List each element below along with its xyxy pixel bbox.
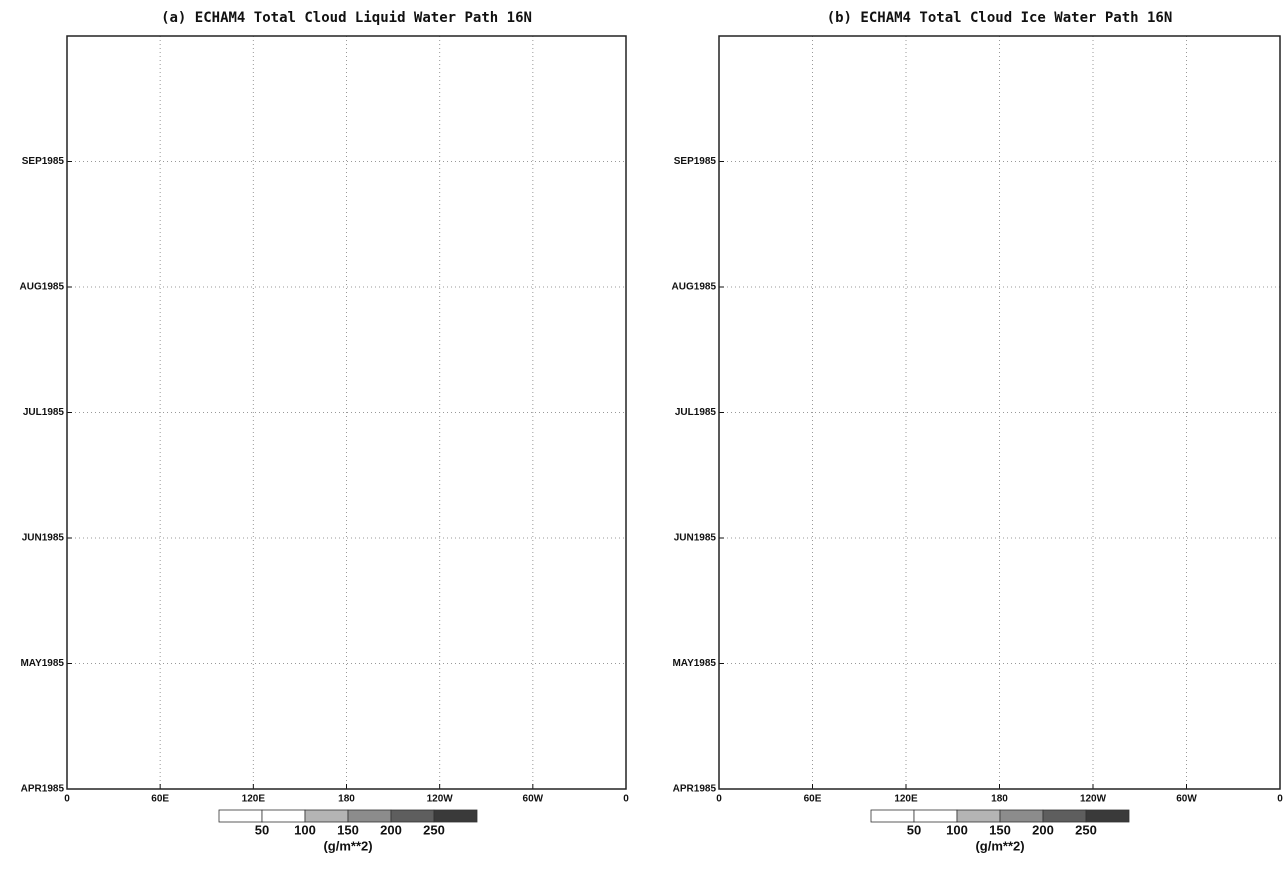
colorbar-label: 50	[907, 822, 921, 837]
x-tick-label: 60E	[151, 794, 169, 805]
y-tick-label: JUN1985	[674, 533, 717, 544]
x-tick-label: 0	[64, 794, 70, 805]
chart-title: (b) ECHAM4 Total Cloud Ice Water Path 16…	[827, 10, 1173, 26]
colorbar-label: 150	[989, 822, 1011, 837]
plot-frame	[66, 35, 627, 790]
colorbar-box	[999, 809, 1044, 823]
x-tick-label: 0	[716, 794, 722, 805]
y-tick-label: SEP1985	[674, 156, 717, 167]
y-tick-label: AUG1985	[20, 282, 65, 293]
colorbar-box	[261, 809, 306, 823]
colorbar-box	[956, 809, 1001, 823]
y-tick-label: JUN1985	[22, 533, 65, 544]
colorbar-box	[1042, 809, 1087, 823]
x-tick-label: 120W	[427, 794, 454, 805]
y-tick-label: APR1985	[21, 784, 65, 795]
colorbar-label: 200	[1032, 822, 1054, 837]
x-tick-label: 60W	[523, 794, 544, 805]
colorbar-box	[390, 809, 435, 823]
chart-title: (a) ECHAM4 Total Cloud Liquid Water Path…	[161, 10, 532, 26]
colorbar-label: 100	[294, 822, 316, 837]
y-tick-label: AUG1985	[672, 282, 717, 293]
colorbar-box	[1085, 809, 1130, 823]
y-tick-label: APR1985	[673, 784, 717, 795]
colorbar-box	[304, 809, 349, 823]
x-tick-label: 0	[1277, 794, 1283, 805]
y-tick-label: MAY1985	[672, 658, 716, 669]
colorbar-unit: (g/m**2)	[975, 838, 1024, 853]
y-tick-label: MAY1985	[20, 658, 64, 669]
colorbar-box	[870, 809, 915, 823]
y-tick-label: JUL1985	[23, 407, 65, 418]
colorbar-label: 200	[380, 822, 402, 837]
colorbar-label: 250	[423, 822, 445, 837]
x-tick-label: 120W	[1080, 794, 1107, 805]
y-tick-label: JUL1985	[675, 407, 717, 418]
x-tick-label: 60E	[804, 794, 822, 805]
colorbar-label: 150	[337, 822, 359, 837]
y-tick-label: SEP1985	[22, 156, 65, 167]
x-tick-label: 180	[991, 794, 1008, 805]
x-tick-label: 180	[338, 794, 355, 805]
colorbar-label: 100	[946, 822, 968, 837]
x-tick-label: 0	[623, 794, 629, 805]
colorbar-box	[913, 809, 958, 823]
colorbar-unit: (g/m**2)	[323, 838, 372, 853]
colorbar-label: 250	[1075, 822, 1097, 837]
x-tick-label: 120E	[242, 794, 266, 805]
colorbar-box	[433, 809, 478, 823]
plot-frame	[718, 35, 1281, 790]
colorbar-label: 50	[255, 822, 269, 837]
colorbar-box	[347, 809, 392, 823]
x-tick-label: 60W	[1176, 794, 1197, 805]
x-tick-label: 120E	[894, 794, 918, 805]
colorbar-box	[218, 809, 263, 823]
